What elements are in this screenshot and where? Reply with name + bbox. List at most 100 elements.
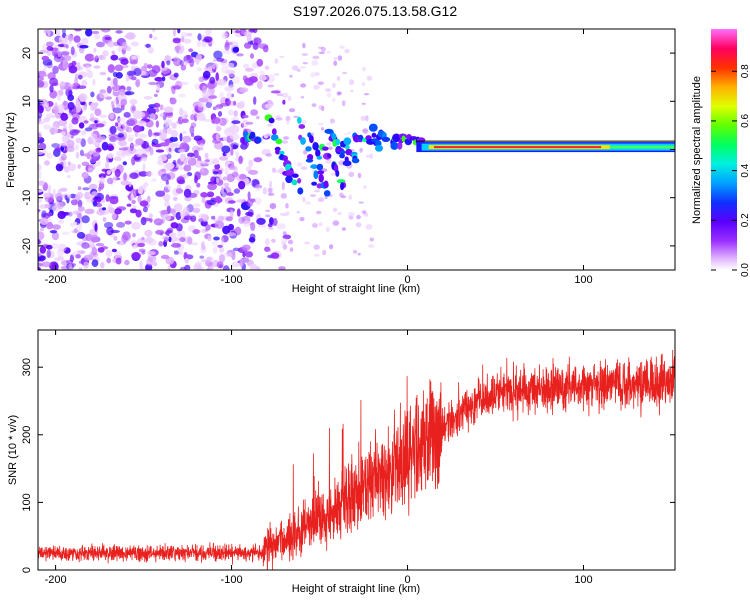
noise-speckle	[156, 84, 161, 92]
noise-speckle	[369, 153, 373, 159]
noise-speckle	[161, 60, 165, 69]
noise-speckle	[301, 119, 307, 124]
noise-speckle	[172, 85, 181, 90]
arc-blob	[285, 175, 293, 184]
noise-speckle	[235, 30, 241, 34]
noise-speckle	[363, 93, 370, 96]
noise-speckle	[324, 195, 328, 200]
noise-speckle	[49, 85, 54, 93]
noise-speckle	[320, 127, 325, 131]
noise-speckle	[357, 252, 361, 256]
noise-speckle	[198, 218, 204, 223]
noise-speckle	[341, 100, 346, 107]
noise-speckle	[333, 60, 338, 66]
noise-speckle	[114, 122, 119, 127]
noise-speckle	[178, 93, 186, 98]
noise-speckle	[289, 74, 293, 78]
noise-speckle	[77, 206, 85, 212]
noise-speckle	[285, 210, 290, 215]
noise-speckle	[135, 138, 144, 146]
noise-speckle	[204, 29, 212, 36]
noise-speckle	[222, 176, 228, 181]
noise-speckle	[168, 236, 172, 243]
x-tick-label: -100	[221, 574, 243, 586]
noise-speckle	[296, 68, 301, 72]
noise-speckle	[186, 156, 192, 161]
noise-speckle	[90, 91, 95, 98]
noise-speckle	[243, 201, 249, 205]
noise-speckle	[265, 209, 271, 212]
noise-speckle	[168, 147, 172, 152]
noise-speckle	[38, 180, 46, 186]
noise-speckle	[270, 90, 281, 94]
noise-speckle	[363, 185, 367, 189]
noise-speckle	[131, 251, 142, 260]
noise-speckle	[356, 214, 361, 220]
noise-speckle	[337, 55, 343, 61]
noise-speckle	[213, 58, 216, 63]
noise-speckle	[281, 181, 285, 191]
noise-speckle	[231, 75, 241, 84]
noise-speckle	[336, 76, 341, 81]
noise-speckle	[60, 153, 67, 161]
noise-speckle	[259, 70, 265, 75]
noise-speckle	[227, 62, 235, 69]
noise-speckle	[276, 93, 284, 97]
arc-blob	[371, 132, 377, 138]
noise-speckle	[179, 107, 184, 116]
y-tick-label: 0	[21, 146, 33, 152]
noise-speckle	[99, 176, 105, 185]
noise-speckle	[305, 201, 311, 205]
snr-ylabel: SNR (10 * v/v)	[7, 415, 19, 485]
noise-speckle	[114, 208, 122, 215]
arc-blob	[309, 135, 314, 144]
noise-speckle	[201, 259, 210, 263]
noise-speckle	[200, 166, 205, 173]
noise-speckle	[192, 207, 201, 214]
noise-speckle	[283, 136, 289, 140]
noise-speckle	[224, 42, 230, 51]
noise-speckle	[240, 123, 244, 128]
noise-speckle	[243, 128, 248, 132]
noise-speckle	[68, 62, 74, 70]
noise-speckle	[232, 46, 240, 53]
noise-speckle	[160, 254, 170, 260]
noise-speckle	[51, 231, 60, 241]
arc-blob	[291, 179, 298, 186]
noise-speckle	[178, 148, 186, 153]
noise-speckle	[226, 192, 234, 197]
noise-speckle	[201, 197, 206, 204]
noise-speckle	[152, 29, 156, 33]
noise-speckle	[302, 42, 306, 49]
noise-speckle	[348, 171, 355, 178]
noise-speckle	[143, 95, 153, 100]
noise-speckle	[106, 257, 111, 264]
noise-speckle	[224, 167, 229, 176]
noise-speckle	[251, 178, 260, 187]
noise-speckle	[197, 103, 204, 108]
arc-blob	[340, 182, 345, 191]
noise-speckle	[179, 60, 184, 66]
noise-speckle	[157, 154, 168, 162]
noise-speckle	[126, 203, 132, 207]
noise-speckle	[233, 110, 238, 117]
noise-speckle	[38, 231, 45, 240]
noise-speckle	[99, 92, 109, 99]
noise-speckle	[169, 136, 178, 142]
noise-speckle	[289, 247, 294, 252]
noise-speckle	[216, 261, 224, 269]
noise-speckle	[164, 236, 169, 243]
noise-speckle	[68, 211, 73, 217]
arc-blob	[316, 155, 322, 160]
noise-speckle	[214, 220, 225, 229]
noise-speckle	[228, 200, 236, 204]
noise-speckle	[77, 199, 83, 208]
noise-speckle	[200, 192, 208, 198]
noise-speckle	[58, 119, 68, 127]
noise-speckle	[238, 173, 247, 180]
noise-speckle	[183, 38, 192, 44]
colorbar	[711, 29, 737, 270]
noise-speckle	[163, 106, 174, 113]
noise-speckle	[97, 147, 101, 151]
